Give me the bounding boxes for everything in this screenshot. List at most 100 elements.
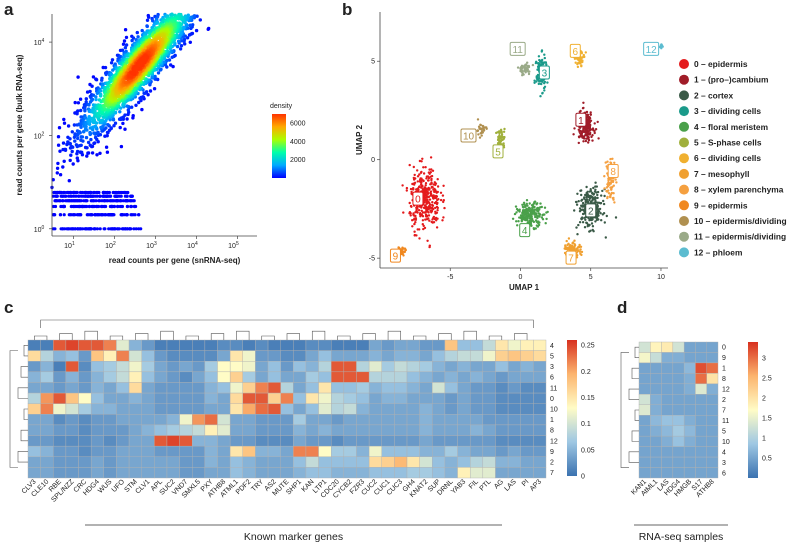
umap-point bbox=[427, 205, 431, 208]
heatmap-cell bbox=[103, 467, 117, 479]
cluster-label-12: 12 bbox=[646, 45, 658, 56]
heatmap-cell bbox=[204, 350, 218, 362]
density-point bbox=[121, 121, 125, 126]
density-point bbox=[123, 127, 127, 131]
dendrogram bbox=[9, 319, 534, 468]
density-point bbox=[93, 227, 97, 231]
umap-point bbox=[595, 207, 599, 210]
density-point bbox=[101, 194, 105, 198]
umap-point bbox=[540, 49, 544, 52]
density-point bbox=[98, 227, 102, 231]
heatmap-cell bbox=[520, 403, 534, 415]
density-point bbox=[123, 113, 127, 117]
density-point bbox=[63, 194, 67, 198]
heatmap-cell bbox=[381, 445, 395, 457]
umap-point bbox=[402, 250, 406, 253]
heatmap-cell bbox=[128, 371, 142, 383]
umap-point bbox=[535, 60, 538, 63]
umap-point bbox=[582, 101, 585, 105]
umap-point bbox=[593, 190, 597, 193]
heatmap-cell bbox=[444, 414, 458, 426]
heatmap-cell bbox=[457, 371, 471, 383]
heatmap-cell bbox=[419, 445, 433, 457]
density-point bbox=[103, 204, 107, 209]
density-point bbox=[135, 70, 139, 74]
umap-point bbox=[585, 126, 589, 129]
density-point bbox=[102, 105, 106, 109]
density-point bbox=[171, 64, 175, 69]
row-label: 2 bbox=[550, 460, 554, 467]
umap-point bbox=[612, 192, 615, 195]
density-point bbox=[109, 79, 114, 83]
heatmap-cell bbox=[305, 371, 319, 383]
heatmap-cell bbox=[40, 350, 54, 362]
umap-point bbox=[429, 156, 433, 159]
umap-point bbox=[588, 230, 591, 233]
heatmap-cell bbox=[27, 403, 41, 415]
heatmap-cell bbox=[217, 361, 231, 373]
umap-point bbox=[611, 185, 614, 189]
umap-point bbox=[606, 195, 609, 199]
heatmap-cell bbox=[128, 382, 142, 394]
umap-point bbox=[579, 252, 582, 255]
umap-point bbox=[582, 127, 585, 130]
heatmap-cell bbox=[78, 339, 92, 351]
cluster-label-2: 2 bbox=[588, 206, 594, 217]
heatmap-cell bbox=[432, 435, 446, 447]
heatmap-cell bbox=[90, 382, 104, 394]
density-point bbox=[155, 21, 159, 25]
heatmap-cell bbox=[318, 403, 332, 415]
umap-point bbox=[608, 177, 611, 180]
heatmap-cell bbox=[343, 361, 357, 373]
heatmap-cell bbox=[661, 373, 674, 385]
density-point bbox=[98, 151, 102, 155]
density-point bbox=[125, 204, 129, 209]
density-point bbox=[138, 96, 142, 101]
density-point bbox=[150, 75, 154, 79]
colorbar-tick-label: 0 bbox=[581, 474, 585, 481]
heatmap-cell bbox=[672, 404, 685, 416]
heatmap-cell bbox=[141, 371, 155, 383]
row-label: 3 bbox=[550, 364, 554, 371]
density-point bbox=[148, 89, 153, 93]
heatmap-cell bbox=[255, 392, 269, 404]
heatmap-cell bbox=[520, 361, 534, 373]
umap-point bbox=[576, 233, 579, 236]
heatmap-cell bbox=[470, 339, 484, 351]
cluster-label-3: 3 bbox=[542, 69, 548, 80]
umap-point bbox=[601, 189, 604, 193]
heatmap-cell bbox=[444, 371, 458, 383]
umap-point bbox=[430, 186, 433, 189]
heatmap-cell bbox=[507, 467, 521, 479]
umap-point bbox=[604, 236, 607, 239]
umap-point bbox=[502, 142, 505, 145]
umap-point bbox=[602, 202, 606, 206]
umap-point bbox=[546, 81, 549, 84]
density-point bbox=[129, 199, 133, 203]
heatmap-cell bbox=[457, 392, 471, 404]
heatmap-cell bbox=[381, 371, 395, 383]
heatmap-cell bbox=[683, 352, 696, 364]
column-label: TRY bbox=[250, 478, 265, 493]
heatmap-cell bbox=[533, 371, 547, 383]
umap-point bbox=[531, 63, 535, 67]
umap-point bbox=[589, 218, 592, 221]
heatmap-cell bbox=[65, 424, 79, 436]
umap-point bbox=[434, 216, 438, 220]
umap-point bbox=[588, 124, 591, 128]
umap-point bbox=[577, 58, 580, 61]
density-point bbox=[122, 213, 126, 217]
colorbar-tick-label: 0.15 bbox=[581, 395, 595, 402]
density-point bbox=[118, 125, 122, 130]
density-point bbox=[112, 190, 116, 195]
density-point bbox=[66, 199, 70, 203]
heatmap-cell bbox=[154, 382, 168, 394]
umap-point bbox=[412, 212, 415, 215]
heatmap-cell bbox=[154, 339, 168, 351]
density-point bbox=[78, 131, 82, 135]
umap-point bbox=[416, 180, 419, 183]
heatmap-cell bbox=[444, 382, 458, 394]
umap-point bbox=[518, 208, 521, 211]
umap-point bbox=[497, 142, 500, 145]
heatmap-cell bbox=[381, 456, 395, 468]
